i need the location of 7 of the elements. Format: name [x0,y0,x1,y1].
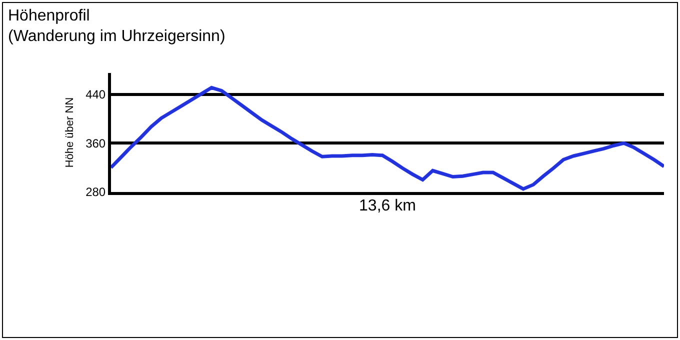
y-tick-label: 440 [86,88,106,102]
line-series [111,86,664,191]
chart-title: Höhenprofil (Wanderung im Uhrzeigersinn) [8,7,226,46]
y-tick-label: 280 [86,185,106,200]
x-axis-title: 13,6 km [359,198,416,215]
y-tick-label: 360 [86,136,106,150]
y-axis-title: Höhe über NN [64,97,76,168]
